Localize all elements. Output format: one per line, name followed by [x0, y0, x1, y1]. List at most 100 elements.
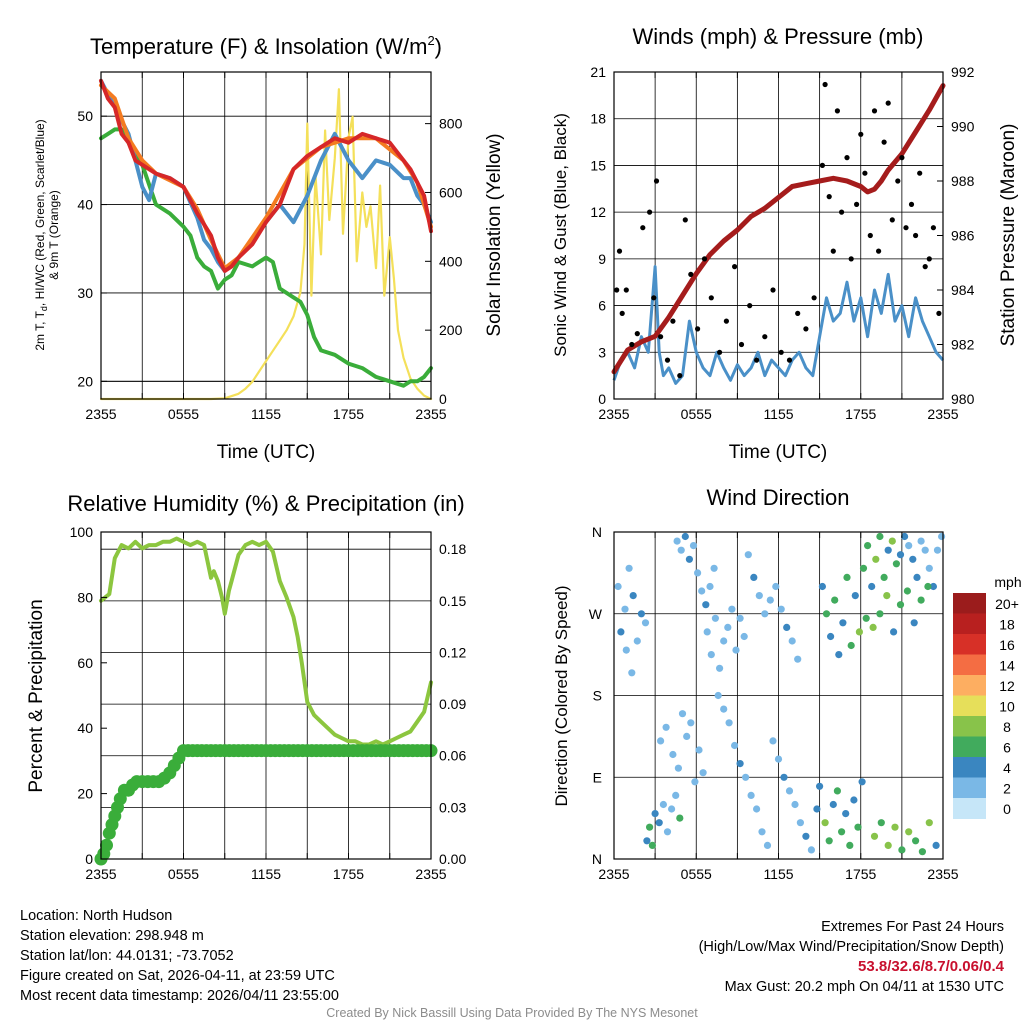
direction-point [877, 819, 885, 827]
legend-label: 20+ [995, 596, 1019, 612]
insolation-y-tick-label: 200 [439, 322, 463, 338]
temp-y-tick-label: 50 [77, 108, 93, 124]
humidity-title: Relative Humidity (%) & Precipitation (i… [67, 491, 464, 516]
direction-point [821, 819, 829, 827]
direction-point [648, 841, 657, 850]
gust-point [629, 341, 635, 348]
humidity-series [94, 536, 438, 866]
direction-point [851, 592, 859, 600]
gust-point [844, 155, 850, 161]
direction-point [720, 705, 728, 713]
precip-y-tick-label: 0.15 [439, 593, 466, 609]
credit-line: Created By Nick Bassill Using Data Provi… [326, 1006, 698, 1020]
direction-point [932, 841, 940, 850]
direction-panel: Wind Direction 2355 0555 1155 1755 2355NESWN… [552, 485, 1022, 882]
insolation-y-tick-label: 400 [439, 253, 463, 269]
pressure-y-tick-label: 990 [951, 119, 975, 135]
direction-point [732, 646, 740, 654]
direction-point [689, 542, 698, 550]
direction-point [725, 719, 733, 727]
temperature-ticks: 2355 0555 1155 1755 2355 20 30 40 50 0 200 400 600 80… [77, 72, 463, 422]
direction-point [672, 791, 680, 800]
rh-y-tick-label: 80 [77, 589, 93, 605]
direction-point [710, 564, 718, 572]
direction-point [633, 637, 641, 645]
dir-y-tick-label: S [593, 688, 602, 704]
gust-point [936, 310, 942, 316]
direction-point [864, 542, 872, 550]
direction-point [921, 546, 929, 554]
direction-point [831, 596, 839, 604]
gust-point [754, 357, 760, 363]
pressure-y-tick-label: 980 [951, 391, 975, 407]
direction-point [772, 582, 780, 591]
rh-y-tick-label: 20 [77, 786, 93, 802]
direction-point [750, 573, 758, 582]
direction-point [683, 732, 691, 741]
insolation-y-tick-label: 0 [439, 391, 447, 407]
insolation-y-tick-label: 600 [439, 184, 463, 200]
direction-point [933, 546, 942, 554]
extremes-values: 53.8/32.6/8.7/0.06/0.4 [858, 958, 1004, 975]
insolation-y-label: Solar Insolation (Yellow) [484, 133, 505, 336]
direction-point [917, 596, 925, 604]
direction-point [720, 637, 728, 645]
legend-label: 12 [999, 678, 1015, 694]
legend-swatch [953, 675, 986, 696]
legend-label: 4 [1003, 760, 1011, 776]
direction-point [924, 582, 932, 591]
wind-x-tick-label: 1155 [763, 406, 793, 422]
direction-point [659, 800, 668, 809]
station-elevation: Station elevation: 298.948 m [20, 928, 204, 944]
wind-y-tick-label: 6 [598, 298, 606, 314]
direction-point [842, 810, 850, 818]
rh-x-tick-label: 1755 [333, 866, 364, 882]
gust-point [930, 225, 937, 231]
direction-point [898, 846, 906, 854]
direction-point [694, 569, 702, 577]
direction-point [703, 628, 711, 636]
temp-series-2m-t [99, 78, 433, 273]
direction-point [872, 555, 880, 563]
temp-y-tick-label: 40 [77, 197, 93, 213]
direction-point [825, 837, 833, 845]
direction-point [917, 537, 925, 545]
direction-point [846, 841, 854, 850]
winds-x-label: Time (UTC) [729, 442, 828, 463]
dir-y-tick-label: E [593, 769, 602, 785]
direction-point [876, 610, 884, 618]
gust-point [913, 232, 919, 239]
direction-point [643, 837, 651, 845]
gust-point [917, 170, 923, 176]
wind-y-tick-label: 18 [590, 111, 606, 127]
direction-point [909, 555, 917, 563]
legend-swatch [953, 695, 986, 717]
temperature-series [99, 78, 433, 401]
direction-point [716, 664, 724, 672]
gust-point [899, 155, 905, 161]
direction-point [651, 810, 659, 818]
direction-point [702, 601, 710, 609]
direction-point [728, 605, 736, 613]
legend-swatch [953, 757, 986, 778]
legend-label: 0 [1003, 801, 1011, 817]
precip-y-tick-label: 0.00 [439, 851, 466, 867]
winds-ticks: 2355 0555 1155 1755 235503691215182198098298… [590, 64, 974, 422]
direction-point [929, 582, 938, 591]
direction-point [818, 582, 827, 591]
wind-y-tick-label: 3 [598, 344, 606, 360]
direction-point [905, 828, 913, 836]
gust-point [811, 295, 817, 301]
gust-point [895, 178, 901, 184]
direction-series [614, 532, 946, 856]
gust-point [834, 108, 841, 114]
gust-point [862, 170, 868, 176]
gust-point [747, 303, 753, 309]
legend-label: 18 [999, 617, 1015, 633]
direction-point [880, 573, 888, 582]
direction-point [822, 610, 831, 618]
humidity-y-label: Percent & Precipitation [26, 599, 47, 792]
direction-point [657, 737, 665, 745]
humidity-grid [100, 532, 432, 860]
